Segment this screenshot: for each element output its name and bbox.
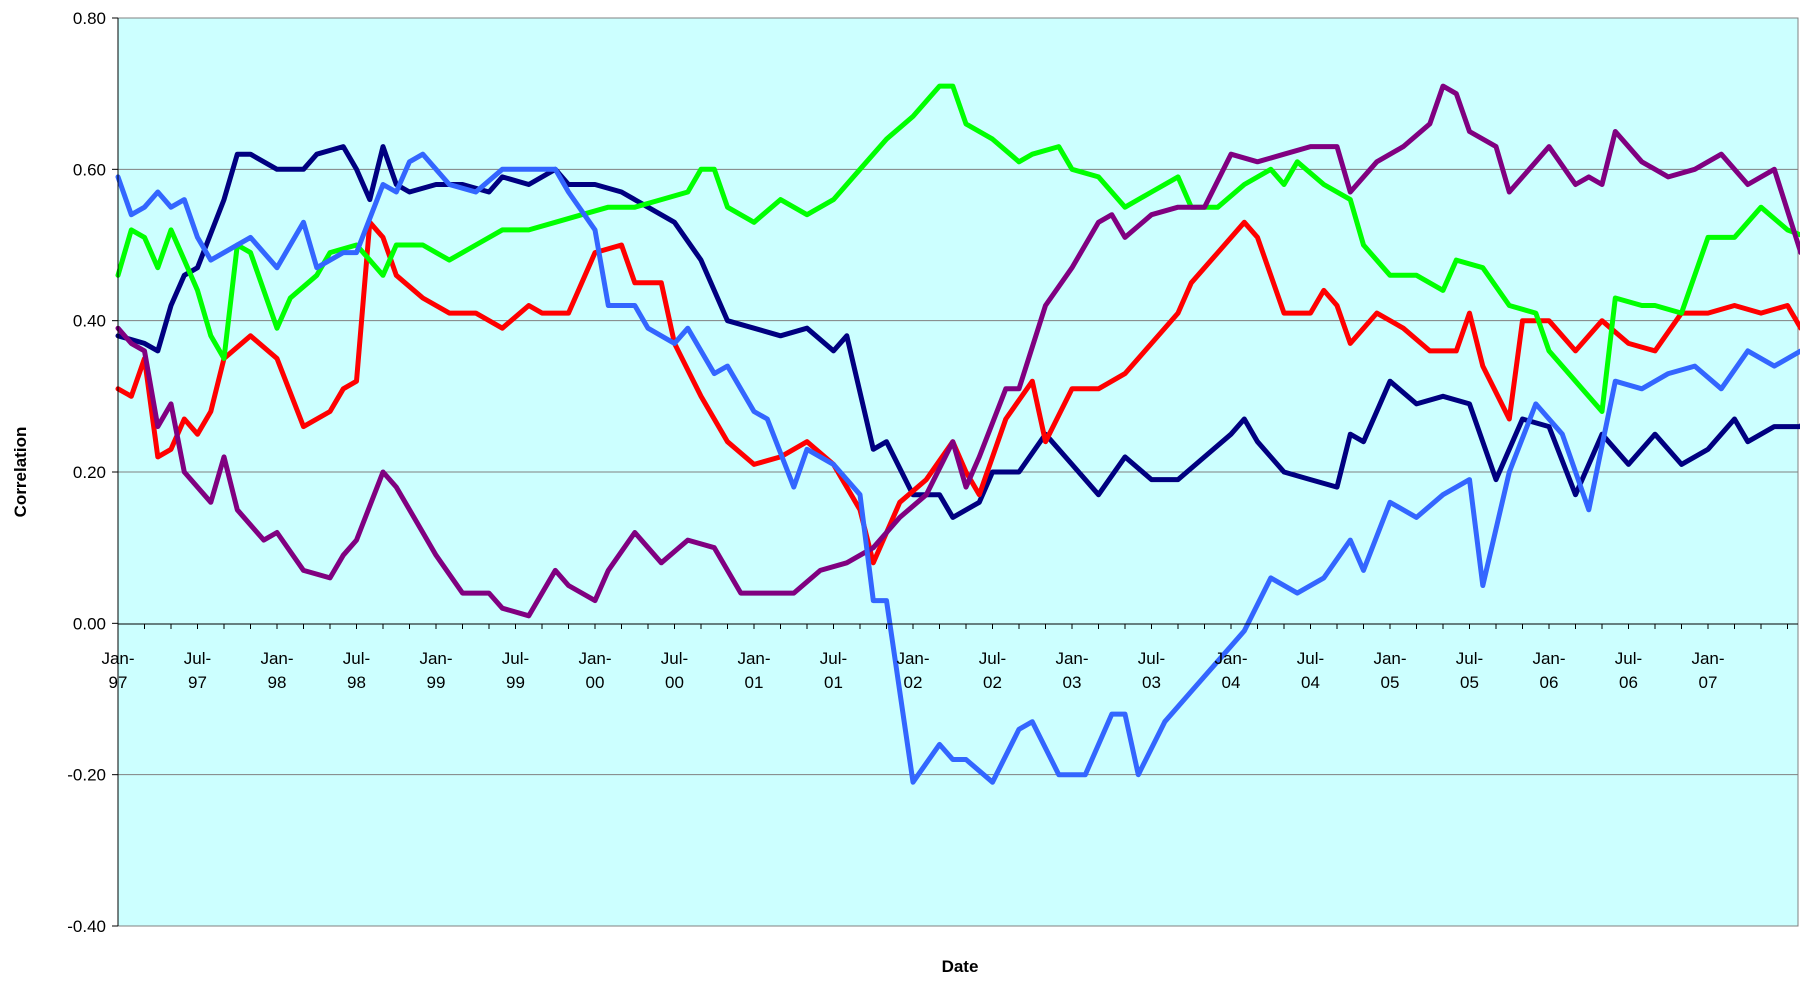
x-tick-label: Jul-05 bbox=[1456, 649, 1483, 692]
x-tick-label: Jul-01 bbox=[820, 649, 847, 692]
x-axis-title: Date bbox=[942, 957, 979, 976]
x-tick-label: Jan-06 bbox=[1532, 649, 1565, 692]
x-tick-label: Jan-02 bbox=[896, 649, 929, 692]
x-tick-label: Jan-07 bbox=[1691, 649, 1724, 692]
x-tick-label: Jul-97 bbox=[184, 649, 211, 692]
gridlines bbox=[118, 17, 1798, 776]
x-tick-label: Jan-05 bbox=[1373, 649, 1406, 692]
y-tick-label: 0.80 bbox=[73, 9, 106, 28]
x-tick-label: Jan-97 bbox=[101, 649, 134, 692]
x-tick-label: Jul-06 bbox=[1615, 649, 1642, 692]
x-tick-label: Jan-99 bbox=[419, 649, 452, 692]
x-tick-label: Jul-99 bbox=[502, 649, 529, 692]
series-line-5 bbox=[115, 151, 1800, 785]
x-tick-labels: Jan-97 Jul-97 Jan-98 Jul-98 Jan-99 Jul-99 Jan-… bbox=[101, 624, 1788, 692]
x-tick-label: Jul-02 bbox=[979, 649, 1006, 692]
x-tick-label: Jan-04 bbox=[1214, 649, 1247, 692]
y-axis-title: Correlation bbox=[11, 427, 30, 518]
y-tick-label: -0.20 bbox=[67, 766, 106, 785]
y-tick-label: 0.60 bbox=[73, 160, 106, 179]
series-line-1 bbox=[115, 144, 1800, 520]
series-line-4 bbox=[115, 83, 1800, 619]
x-tick-label: Jul-98 bbox=[343, 649, 370, 692]
x-tick-label: Jul-04 bbox=[1297, 649, 1324, 692]
x-tick-label: Jan-00 bbox=[578, 649, 611, 692]
x-tick-label: Jul-03 bbox=[1138, 649, 1165, 692]
x-tick-label: Jan-01 bbox=[737, 649, 770, 692]
series-line-2 bbox=[115, 219, 1800, 566]
x-tick-label: Jul-00 bbox=[661, 649, 688, 692]
y-tick-label: 0.40 bbox=[73, 312, 106, 331]
x-tick-label: Jan-98 bbox=[260, 649, 293, 692]
y-tick-label: 0.00 bbox=[73, 614, 106, 633]
series-line-3 bbox=[115, 83, 1800, 414]
series-lines bbox=[115, 83, 1800, 785]
x-tick-label: Jan-03 bbox=[1055, 649, 1088, 692]
y-tick-labels: 0.80 0.60 0.40 0.20 0.00 -0.20 -0.40 bbox=[67, 9, 118, 936]
y-tick-label: 0.20 bbox=[73, 463, 106, 482]
y-tick-label: -0.40 bbox=[67, 917, 106, 936]
